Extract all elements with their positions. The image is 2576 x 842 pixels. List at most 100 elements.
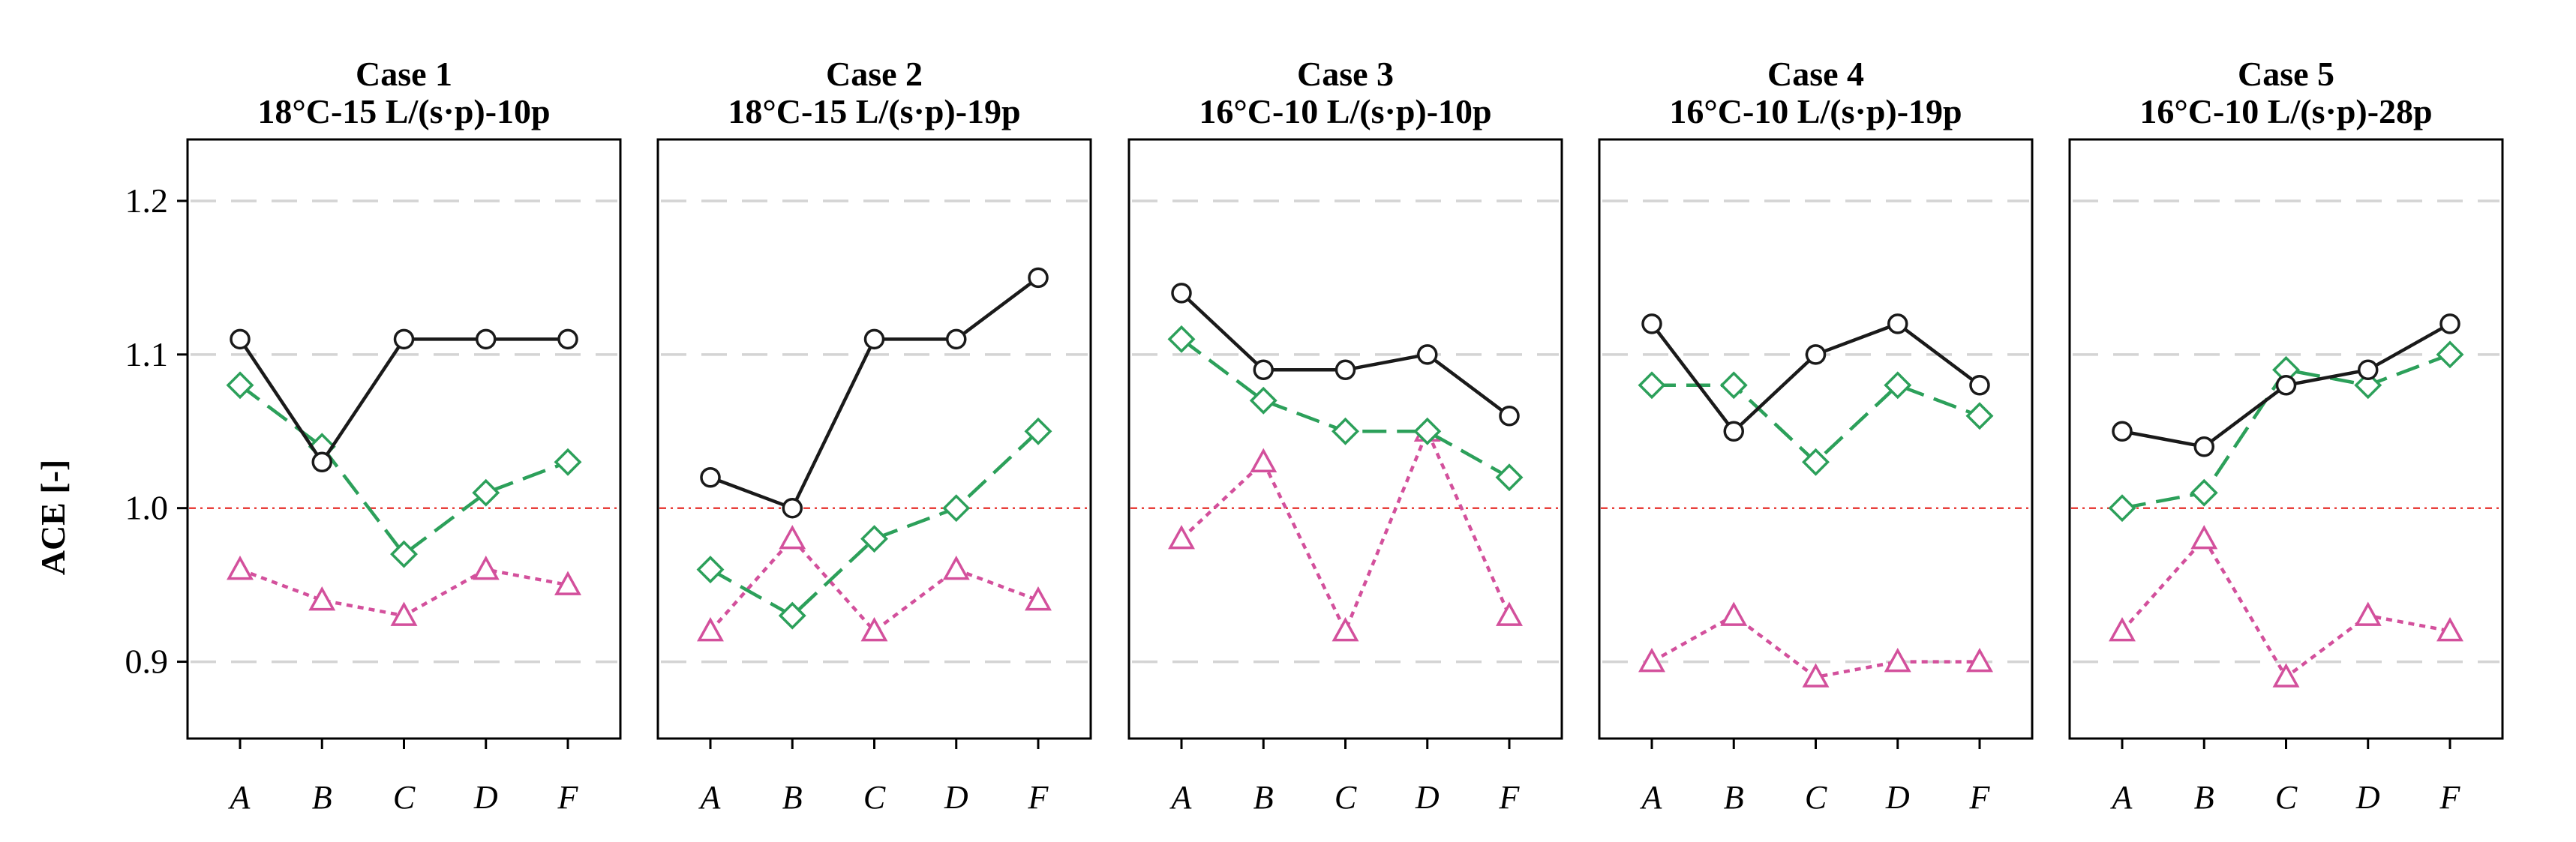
data-point-triangle <box>1966 647 1993 673</box>
data-point-diamond <box>696 556 725 584</box>
data-point-triangle <box>1250 448 1277 472</box>
data-point-triangle <box>1802 663 1830 688</box>
x-tick-label: A <box>1169 779 1193 816</box>
x-tick-label: A <box>1640 779 1663 816</box>
data-point-triangle <box>697 616 724 642</box>
data-point-circle <box>1417 344 1438 365</box>
data-point-diamond <box>1413 417 1442 445</box>
panel-frame <box>656 138 1092 740</box>
data-point-circle <box>2193 436 2214 457</box>
data-point-triangle <box>2190 525 2218 550</box>
y-tick-label: 1.0 <box>125 489 169 527</box>
data-point-diamond <box>1495 463 1524 492</box>
x-tick-label: D <box>944 779 968 816</box>
data-point-diamond <box>942 494 971 523</box>
panel-case-4: Case 416°C-10 L/(s·p)-19p A B C D F <box>1598 55 2034 816</box>
x-tick-label: C <box>1335 779 1357 816</box>
panel-subtitle: 16°C-10 L/(s·p)-28p <box>2139 92 2432 130</box>
data-point-diamond <box>390 540 418 568</box>
panel-frame <box>1598 138 2034 740</box>
data-point-circle <box>2439 313 2460 334</box>
data-point-circle <box>946 328 967 350</box>
series-3 <box>697 525 1052 642</box>
data-point-triangle <box>2272 663 2300 688</box>
x-tick-label: B <box>2194 779 2214 816</box>
panel-title: Case 3 <box>1297 55 1394 93</box>
data-point-diamond <box>1249 386 1277 415</box>
series-3-line <box>709 536 1039 634</box>
data-point-triangle <box>1638 647 1665 673</box>
panel-subtitle: 18°C-15 L/(s·p)-19p <box>728 92 1020 130</box>
data-point-circle <box>476 328 497 350</box>
x-tick-label: D <box>1415 779 1440 816</box>
series-2-line <box>709 430 1040 618</box>
data-point-diamond <box>2108 494 2136 523</box>
data-point-diamond <box>2436 340 2464 369</box>
data-point-diamond <box>2190 478 2218 507</box>
data-point-triangle <box>1025 586 1052 611</box>
data-point-circle <box>1499 406 1520 427</box>
panel-subtitle: 18°C-15 L/(s·p)-10p <box>257 92 550 130</box>
x-tick-label: C <box>1805 779 1827 816</box>
data-point-circle <box>1028 267 1049 289</box>
x-tick-label: F <box>557 779 579 816</box>
x-tick-label: A <box>228 779 251 816</box>
series-2 <box>226 371 582 568</box>
panel-case-2: Case 218°C-15 L/(s·p)-19p A B C D F <box>656 55 1092 816</box>
data-point-triangle <box>2354 601 2382 626</box>
x-tick-label: D <box>2355 779 2380 816</box>
x-tick-label: A <box>698 779 722 816</box>
series-1 <box>230 328 578 472</box>
data-point-triangle <box>308 586 336 611</box>
series-1 <box>1641 313 1990 442</box>
data-point-circle <box>1805 344 1827 365</box>
panel-subtitle: 16°C-10 L/(s·p)-19p <box>1669 92 1962 130</box>
x-tick-label: D <box>1885 779 1910 816</box>
y-tick-label: 1.2 <box>125 181 169 220</box>
data-point-diamond <box>554 448 582 476</box>
data-point-diamond <box>1024 417 1052 445</box>
panel-case-5: Case 516°C-10 L/(s·p)-28p A B C D F <box>2068 55 2504 816</box>
series-2 <box>1167 325 1524 492</box>
data-point-triangle <box>390 601 418 626</box>
data-point-triangle <box>1168 525 1195 550</box>
x-tick-label: B <box>312 779 332 816</box>
data-point-triangle <box>2109 616 2136 642</box>
data-point-circle <box>700 466 721 488</box>
series-3 <box>227 556 581 626</box>
x-tick-label: C <box>2275 779 2298 816</box>
y-axis-label: ACE [-] <box>34 460 72 576</box>
data-point-circle <box>1171 283 1192 304</box>
data-point-diamond <box>1332 417 1359 445</box>
data-point-circle <box>1887 313 1908 334</box>
data-point-triangle <box>227 556 254 580</box>
data-point-triangle <box>942 556 970 580</box>
data-point-circle <box>863 328 885 350</box>
data-point-circle <box>2112 421 2133 442</box>
series-3 <box>2109 525 2463 688</box>
data-point-circle <box>1335 359 1356 381</box>
data-point-diamond <box>1802 448 1830 476</box>
series-2 <box>1638 371 1994 476</box>
data-point-circle <box>230 328 251 350</box>
data-point-diamond <box>226 371 254 400</box>
x-tick-label: C <box>863 779 886 816</box>
data-point-circle <box>2275 375 2297 396</box>
series-2-line <box>2121 352 2451 510</box>
data-point-triangle <box>1496 601 1523 626</box>
x-tick-label: F <box>1969 779 1991 816</box>
x-tick-label: F <box>2439 779 2461 816</box>
data-point-triangle <box>779 525 806 550</box>
data-point-triangle <box>1720 601 1748 626</box>
x-tick-label: D <box>473 779 498 816</box>
x-tick-label: B <box>782 779 803 816</box>
data-point-circle <box>1969 375 1990 396</box>
data-point-diamond <box>1167 325 1196 353</box>
panel-title: Case 4 <box>1767 55 1864 93</box>
data-point-diamond <box>472 478 500 507</box>
panel-case-1: Case 118°C-15 L/(s·p)-10p 0.9 1.0 1.1 1.2 A B C… <box>125 55 622 816</box>
data-point-circle <box>782 497 803 519</box>
data-point-triangle <box>2436 616 2463 642</box>
data-point-circle <box>1723 421 1744 442</box>
